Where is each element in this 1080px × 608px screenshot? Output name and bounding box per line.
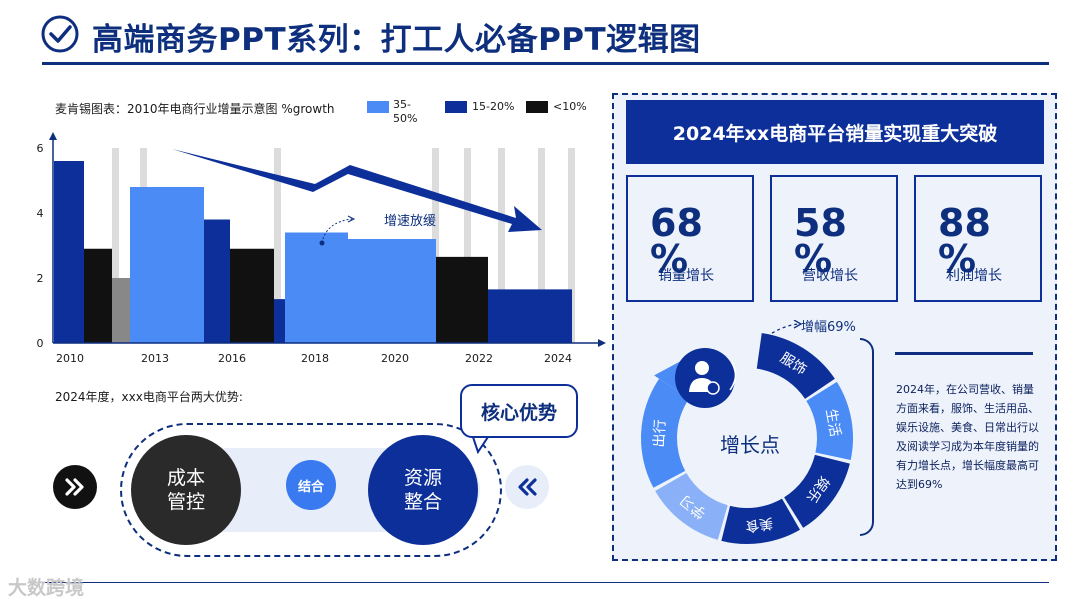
ring-segment bbox=[721, 498, 800, 544]
bar-2020 bbox=[348, 239, 436, 343]
bar-2012 bbox=[112, 278, 130, 343]
legend-swatch-mid bbox=[445, 101, 467, 113]
trend-annotation: 增速放缓 bbox=[384, 214, 436, 229]
double-chevron-left-icon bbox=[518, 478, 537, 496]
annotation-arrowhead bbox=[347, 215, 356, 223]
y-tick-label: 4 bbox=[37, 207, 44, 220]
user-money-icon-bg bbox=[675, 348, 735, 408]
ring-segment-label: 出行 bbox=[651, 419, 668, 448]
grid-column bbox=[464, 148, 471, 343]
back-arrow-button[interactable] bbox=[505, 465, 549, 509]
bar-2016 bbox=[230, 248, 274, 343]
x-tick-label: 2013 bbox=[141, 352, 169, 365]
bar-2011 bbox=[84, 248, 112, 343]
user-money-icon bbox=[695, 361, 709, 375]
stat-box-revenue: 58 % 营收增长 bbox=[770, 175, 898, 302]
stat-box-sales: 68 % 销量增长 bbox=[626, 175, 754, 302]
chart-legend-title: 麦肯锡图表：2010年电商行业增量示意图 %growth bbox=[55, 102, 335, 116]
y-tick-label: 0 bbox=[37, 337, 44, 350]
bar-2022 bbox=[436, 256, 488, 343]
legend-swatch-dark bbox=[526, 101, 548, 113]
header: 高端商务PPT系列：打工人必备PPT逻辑图 bbox=[0, 0, 1080, 70]
x-tick-label: 2018 bbox=[301, 352, 329, 365]
bar-2010 bbox=[54, 161, 84, 343]
ring-segment bbox=[806, 381, 853, 461]
legend-label-mid: 15-20% bbox=[472, 100, 515, 113]
bar-2015 bbox=[204, 219, 230, 343]
cost-control-label: 成本 管控 bbox=[166, 467, 205, 513]
x-tick-label: 2024 bbox=[544, 352, 572, 365]
ring-segment bbox=[784, 454, 850, 528]
ring-segment bbox=[655, 473, 728, 540]
growth-rate-label: 增幅69% bbox=[801, 320, 856, 335]
legend-label-light: 35- 50% bbox=[393, 98, 418, 125]
bar-2023 bbox=[488, 289, 572, 343]
stat-label: 营收增长 bbox=[802, 268, 858, 284]
bar-2017 bbox=[274, 299, 285, 343]
y-tick-label: 2 bbox=[37, 272, 44, 285]
resource-integration-circle: 资源 整合 bbox=[368, 435, 478, 545]
grid-column bbox=[568, 148, 575, 343]
ring-segment-label: 生活 bbox=[822, 408, 843, 438]
forward-arrow-button[interactable] bbox=[53, 465, 97, 509]
ring-segment bbox=[756, 333, 835, 399]
x-tick-label: 2016 bbox=[218, 352, 246, 365]
resource-integration-label: 资源 整合 bbox=[403, 467, 442, 513]
stat-value: 58 % bbox=[794, 201, 847, 281]
combine-badge: 结合 bbox=[286, 460, 336, 510]
growth-bar-chart: 0 2 4 6 2010 2013 2016 2018 2020 2022 2024 增速放缓 bbox=[37, 132, 606, 365]
double-chevron-right-icon bbox=[65, 478, 84, 496]
stat-value: 68 % bbox=[650, 201, 703, 281]
coin-icon bbox=[706, 381, 720, 395]
x-tick-label: 2022 bbox=[465, 352, 493, 365]
growth-dashed-arrow bbox=[761, 323, 799, 341]
grid-column bbox=[274, 148, 281, 343]
ring-bracket bbox=[860, 338, 874, 536]
y-tick-label: 6 bbox=[37, 142, 44, 155]
core-advantage-bubble: 核心优势 bbox=[460, 384, 578, 438]
bar-2013 bbox=[130, 187, 204, 343]
stat-value: 88 % bbox=[938, 201, 991, 281]
x-tick-label: 2020 bbox=[381, 352, 409, 365]
x-tick-label: 2010 bbox=[56, 352, 84, 365]
description-divider bbox=[895, 352, 1033, 355]
y-axis-arrow bbox=[49, 132, 57, 140]
grid-column bbox=[112, 148, 119, 343]
page-title: 高端商务PPT系列：打工人必备PPT逻辑图 bbox=[92, 22, 701, 58]
ring-segment bbox=[641, 378, 689, 488]
bar-2018 bbox=[285, 232, 348, 343]
growth-center-label: 增长点 bbox=[720, 433, 780, 457]
watermark: 大数跨境 bbox=[8, 577, 85, 599]
panel-heading: 2024年xx电商平台销量实现重大突破 bbox=[626, 100, 1044, 164]
stat-label: 利润增长 bbox=[946, 268, 1002, 284]
stat-label: 销量增长 bbox=[658, 268, 714, 284]
grid-column bbox=[498, 148, 505, 343]
advantage-strip-outline bbox=[120, 423, 502, 557]
annotation-leader bbox=[321, 218, 353, 244]
check-circle-icon bbox=[41, 15, 79, 53]
grid-column bbox=[538, 148, 545, 343]
advantages-title: 2024年度，xxx电商平台两大优势: bbox=[55, 390, 243, 404]
ring-segment-label: 美食 bbox=[744, 514, 774, 535]
footer-divider bbox=[42, 582, 1049, 583]
legend-label-dark: <10% bbox=[553, 100, 587, 113]
stat-box-profit: 88 % 利润增长 bbox=[914, 175, 1042, 302]
growth-description: 2024年，在公司营收、销量方面来看，服饰、生活用品、娱乐设施、美食、日常出行以… bbox=[896, 383, 1039, 491]
title-divider bbox=[42, 62, 1049, 65]
x-axis-arrow bbox=[598, 339, 606, 347]
legend-swatch-light bbox=[367, 101, 389, 113]
growth-arrowhead bbox=[793, 320, 803, 329]
refresh-arc-icon bbox=[729, 361, 737, 391]
cost-control-circle: 成本 管控 bbox=[131, 435, 241, 545]
